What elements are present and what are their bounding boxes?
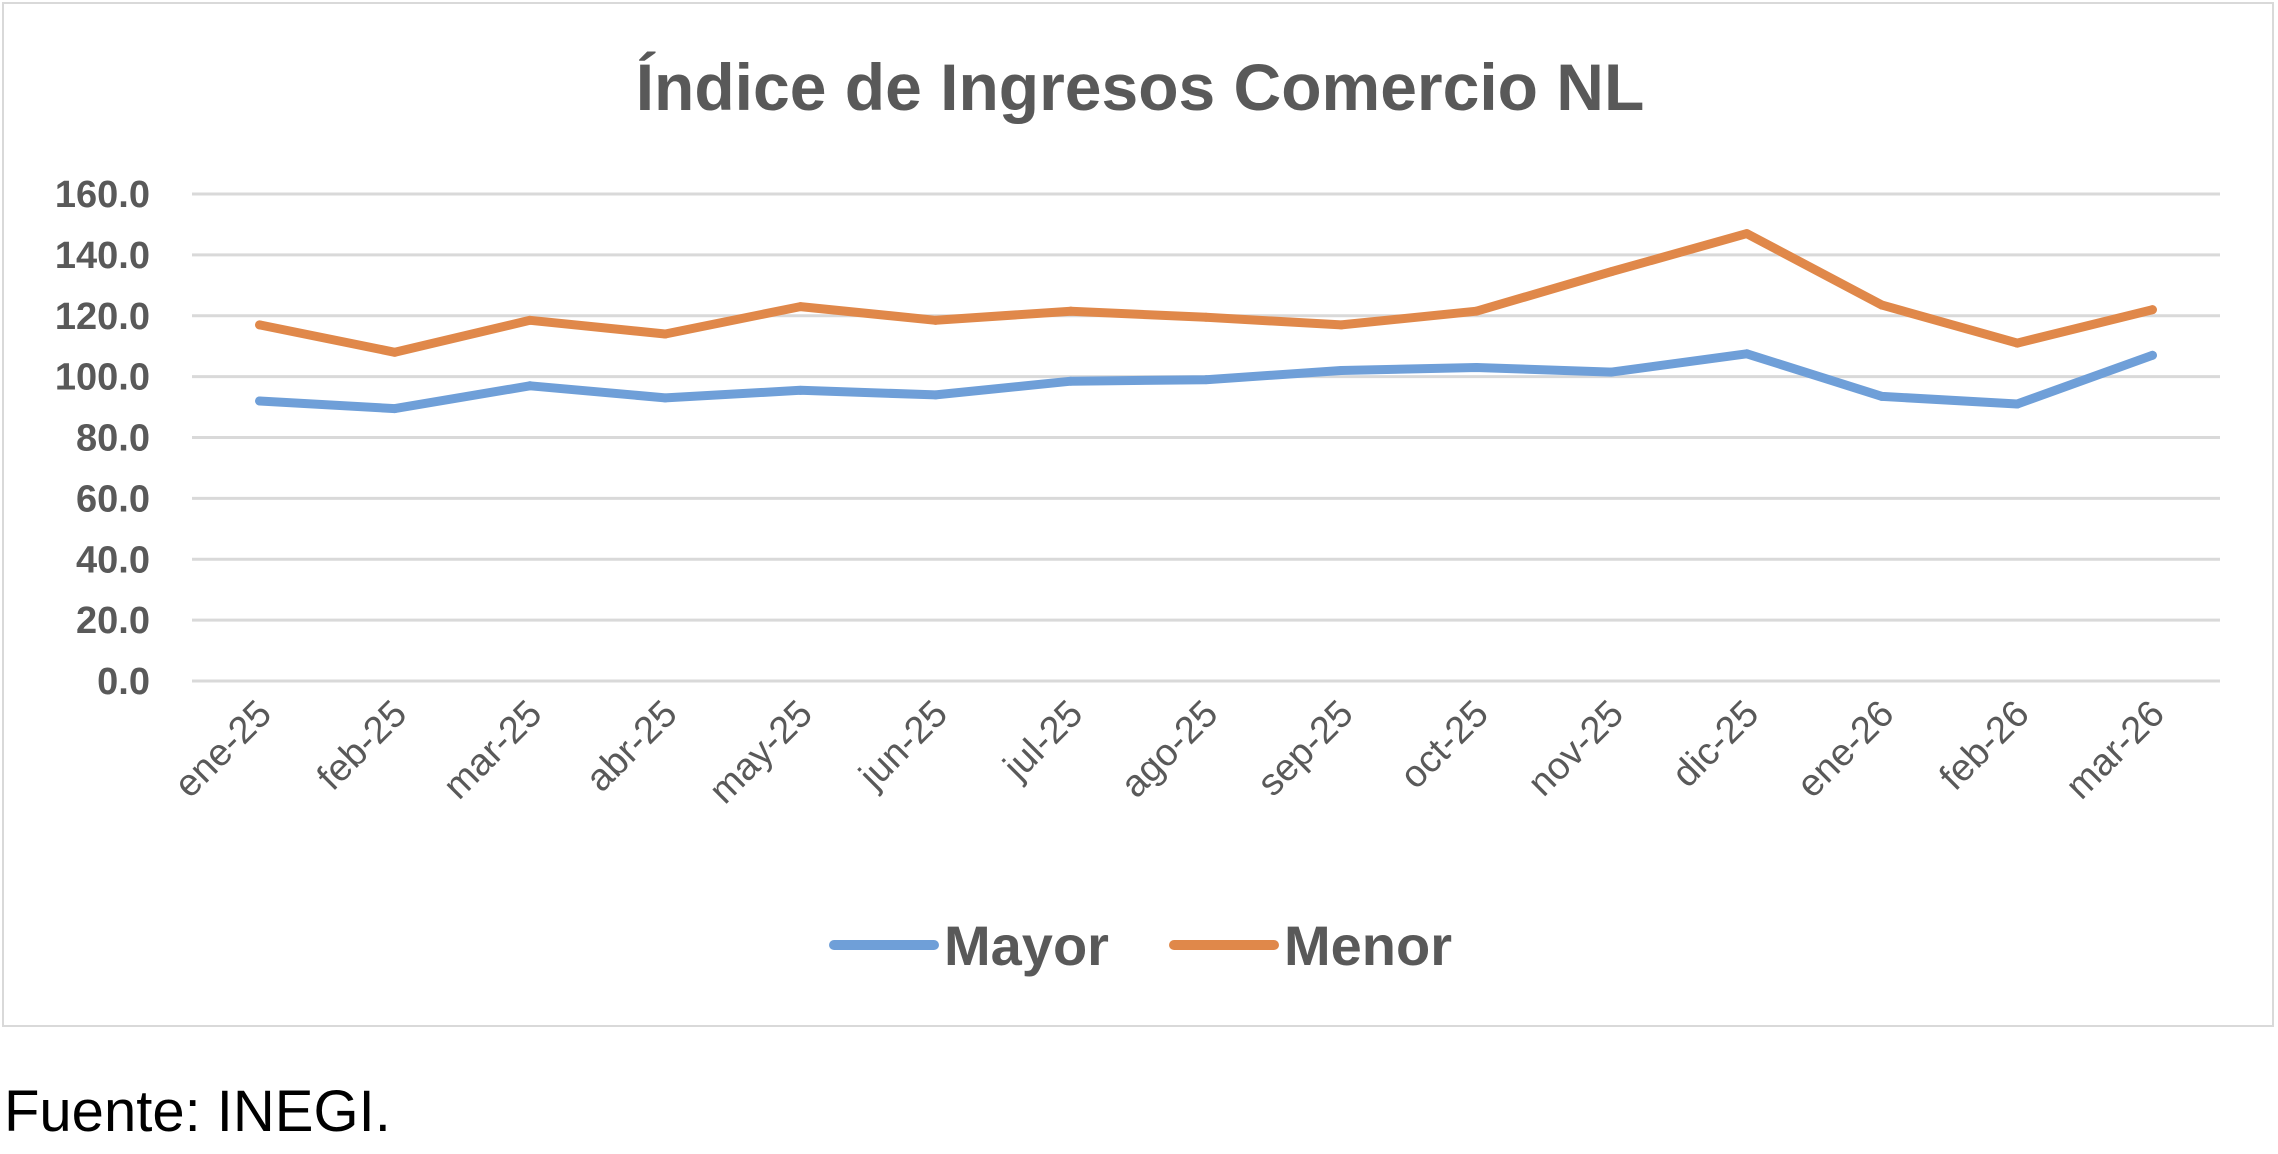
x-tick-label: sep-25 (1250, 693, 1362, 805)
data-point (1471, 362, 1481, 372)
data-point (1607, 367, 1617, 377)
data-point (795, 385, 805, 395)
data-point (1742, 229, 1752, 239)
y-axis-tick-labels: 0.0 20.0 40.0 60.0 80.0 100.0 120.0 140.0 160.0 (55, 174, 150, 703)
data-point (390, 404, 400, 414)
line-chart: Índice de Ingresos Comercio NL 0.0 20.0 40… (55, 50, 2220, 977)
series-line-menor (255, 229, 2157, 357)
y-tick-label: 140.0 (55, 235, 150, 277)
x-tick-label: feb-26 (1932, 693, 2038, 799)
x-tick-label: feb-25 (309, 693, 415, 799)
data-point (1336, 320, 1346, 330)
chart-title: Índice de Ingresos Comercio NL (636, 50, 1645, 124)
x-tick-label: jun-25 (851, 693, 956, 798)
data-point (390, 347, 400, 357)
data-point (255, 320, 265, 330)
data-point (1742, 349, 1752, 359)
data-point (255, 396, 265, 406)
y-tick-label: 40.0 (76, 539, 150, 581)
gridlines (192, 192, 2220, 683)
source-note: Fuente: INEGI. (4, 1079, 391, 1144)
y-tick-label: 100.0 (55, 357, 150, 399)
legend-label: Mayor (944, 914, 1109, 977)
data-point (1066, 306, 1076, 316)
y-tick-label: 80.0 (76, 418, 150, 460)
data-point (1066, 376, 1076, 386)
data-point (525, 381, 535, 391)
chart-frame: Índice de Ingresos Comercio NL 0.0 20.0 40… (2, 2, 2274, 1027)
data-point (931, 390, 941, 400)
data-point (1336, 366, 1346, 376)
x-tick-label: oct-25 (1392, 693, 1496, 797)
x-tick-label: ene-26 (1789, 693, 1902, 806)
x-tick-label: jul-25 (995, 693, 1091, 789)
data-point (795, 302, 805, 312)
data-point (2147, 305, 2157, 315)
y-tick-label: 120.0 (55, 296, 150, 338)
x-tick-label: ene-25 (167, 693, 280, 806)
x-tick-label: nov-25 (1520, 693, 1632, 805)
x-axis-tick-labels: ene-25 feb-25 mar-25 abr-25 may-25 jun-25 jul-… (167, 693, 2173, 812)
x-tick-label: mar-26 (2058, 693, 2173, 808)
data-point (1471, 306, 1481, 316)
x-tick-label: ago-25 (1113, 693, 1226, 806)
y-tick-label: 160.0 (55, 174, 150, 216)
data-point (2012, 338, 2022, 348)
data-point (660, 329, 670, 339)
x-tick-label: may-25 (701, 693, 820, 812)
data-point (2012, 399, 2022, 409)
data-point (1201, 375, 1211, 385)
data-point (525, 315, 535, 325)
data-point (1607, 267, 1617, 277)
data-point (2147, 350, 2157, 360)
legend-label: Menor (1284, 914, 1452, 977)
data-point (1877, 391, 1887, 401)
y-tick-label: 0.0 (97, 661, 150, 703)
x-tick-label: mar-25 (436, 693, 551, 808)
data-point (660, 393, 670, 403)
y-tick-label: 60.0 (76, 478, 150, 520)
x-tick-label: dic-25 (1664, 693, 1767, 796)
legend: Mayor Menor (829, 914, 1452, 977)
data-point (1201, 312, 1211, 322)
y-tick-label: 20.0 (76, 600, 150, 642)
x-tick-label: abr-25 (578, 693, 685, 800)
data-point (1877, 300, 1887, 310)
data-point (931, 315, 941, 325)
series-lines (255, 229, 2157, 414)
